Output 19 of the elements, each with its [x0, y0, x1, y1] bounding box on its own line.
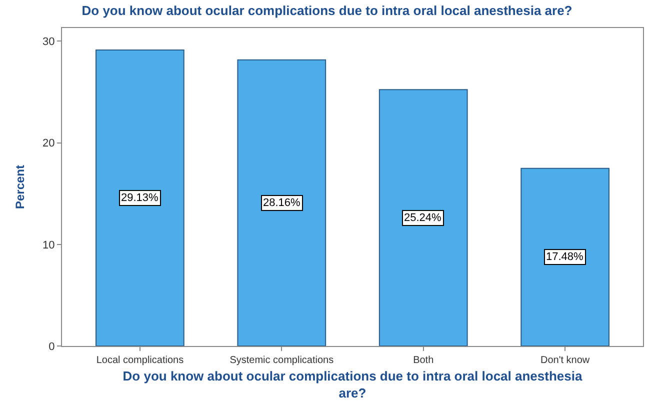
data-label: 25.24% — [404, 212, 442, 224]
data-label: 29.13% — [121, 192, 159, 204]
x-tick-label: Both — [413, 355, 434, 366]
y-tick-label: 10 — [42, 239, 55, 252]
y-tick-label: 30 — [42, 36, 55, 48]
bar — [520, 168, 610, 346]
bar — [96, 50, 184, 346]
data-label: 28.16% — [263, 197, 301, 209]
x-tick-label: Local complications — [96, 355, 184, 366]
y-tick-label: 0 — [48, 340, 55, 353]
y-tick-label: 20 — [42, 138, 55, 150]
data-label: 17.48% — [546, 251, 584, 263]
x-tick-label: Systemic complications — [230, 355, 334, 366]
bar — [237, 59, 326, 346]
bar — [378, 89, 468, 346]
y-axis-title: Percent — [12, 164, 27, 210]
chart-title: Do you know about ocular complications due to intra oral local anesthesia are? — [82, 3, 572, 18]
x-tick-label: Don't know — [540, 355, 590, 366]
x-axis-title: Do you know about ocular complications due to intra oral local anesthesia are? — [122, 368, 583, 400]
